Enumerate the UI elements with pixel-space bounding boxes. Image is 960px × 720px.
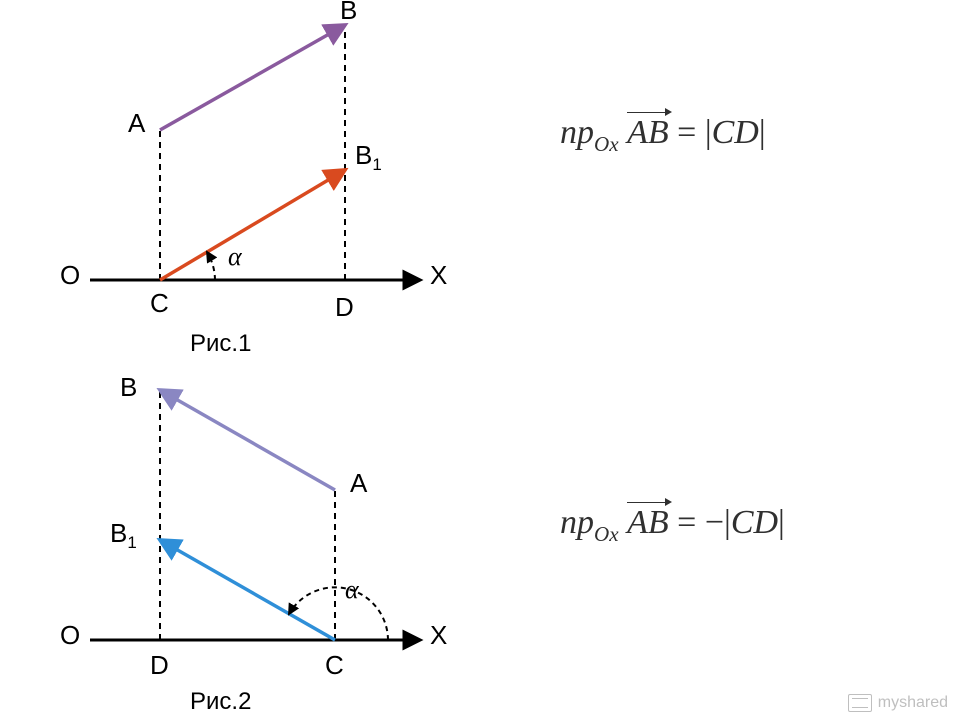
f2-np: np [560,504,594,541]
f1-eq: = [677,114,705,151]
fig2-caption: Рис.2 [190,688,251,716]
fig2-vector-cb1 [160,540,335,640]
fig2-angle-arc [289,587,388,640]
fig2-vector-ab [160,390,335,490]
f2-bar-l: | [724,504,731,541]
fig1-vector-ab [160,25,345,130]
fig2-label-o: O [60,620,80,651]
fig1-b1-sub: 1 [372,155,381,174]
fig1-vector-cb1 [160,170,345,280]
watermark-icon [848,694,872,712]
f2-sub: Ox [594,522,619,546]
f1-cd: CD [712,114,759,151]
fig2-label-x: X [430,620,447,651]
f2-vec-ab: AB [627,500,669,542]
f2-eq: = [677,504,705,541]
f1-bar-l: | [705,114,712,151]
watermark: myshared [848,694,948,712]
fig2-label-b: B [120,372,137,403]
f1-vec-ab: AB [627,110,669,152]
fig1-label-a: A [128,108,145,139]
fig2-label-c: C [325,650,344,681]
fig1-label-c: C [150,288,169,319]
watermark-text: myshared [878,694,948,712]
fig2-b1-letter: B [110,518,127,548]
fig2-label-a: A [350,468,367,499]
page: O X C D A B B1 α Рис.1 O X C D A B B1 α … [0,0,960,720]
formula-1: npOx AB = |CD| [560,110,766,157]
fig2-b1-sub: 1 [127,533,136,552]
fig1-label-d: D [335,292,354,323]
f1-bar-r: | [759,114,766,151]
fig2-label-d: D [150,650,169,681]
f2-cd: CD [731,504,778,541]
f1-np: np [560,114,594,151]
fig1-label-x: X [430,260,447,291]
fig1-angle-label: α [228,242,242,272]
formula-2: npOx AB = −|CD| [560,500,785,547]
f2-sign: − [705,504,724,541]
f2-bar-r: | [778,504,785,541]
fig1-label-b1: B1 [355,140,382,175]
fig2-label-b1: B1 [110,518,137,553]
fig1-angle-arc [207,252,215,280]
fig1-label-b: B [340,0,357,26]
fig1-caption: Рис.1 [190,330,251,358]
fig1-b1-letter: B [355,140,372,170]
fig1-label-o: O [60,260,80,291]
f1-sub: Ox [594,132,619,156]
fig2-angle-label: α [345,575,359,605]
